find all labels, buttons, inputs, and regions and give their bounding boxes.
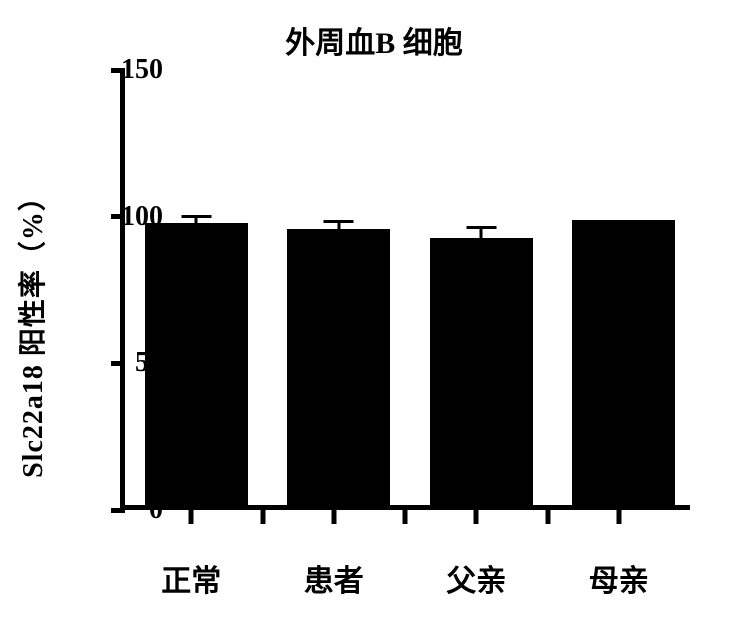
plot-area	[120, 70, 690, 510]
x-tick	[331, 510, 336, 524]
y-tick-label: 0	[149, 494, 163, 526]
y-axis-label: Slc22a18 阳性率（%）	[11, 182, 51, 478]
chart-title: 外周血B 细胞	[0, 18, 748, 62]
bar	[287, 229, 390, 505]
x-tick	[189, 510, 194, 524]
y-tick-label: 150	[121, 54, 163, 86]
x-tick	[260, 510, 265, 524]
bars-container	[125, 70, 690, 505]
error-bar	[480, 229, 483, 238]
y-tick-label: 50	[135, 347, 163, 379]
y-tick-label: 100	[121, 201, 163, 233]
y-tick	[111, 361, 125, 366]
y-axis-label-group: Slc22a18 阳性率（%）	[6, 120, 56, 540]
error-bar	[337, 223, 340, 229]
x-tick-label: 患者	[304, 556, 364, 600]
x-tick	[474, 510, 479, 524]
x-tick-label: 正常	[161, 556, 221, 600]
bar-chart: 外周血B 细胞 Slc22a18 阳性率（%） 正常患者父亲母亲 0501001…	[0, 0, 748, 644]
bar	[430, 238, 533, 505]
x-tick	[545, 510, 550, 524]
x-tick-label: 母亲	[589, 556, 649, 600]
bar	[572, 220, 675, 505]
x-tick-label: 父亲	[446, 556, 506, 600]
x-tick	[616, 510, 621, 524]
error-bar	[195, 218, 198, 224]
y-tick	[111, 508, 125, 513]
x-tick	[403, 510, 408, 524]
x-axis-ticks: 正常患者父亲母亲	[120, 520, 690, 540]
